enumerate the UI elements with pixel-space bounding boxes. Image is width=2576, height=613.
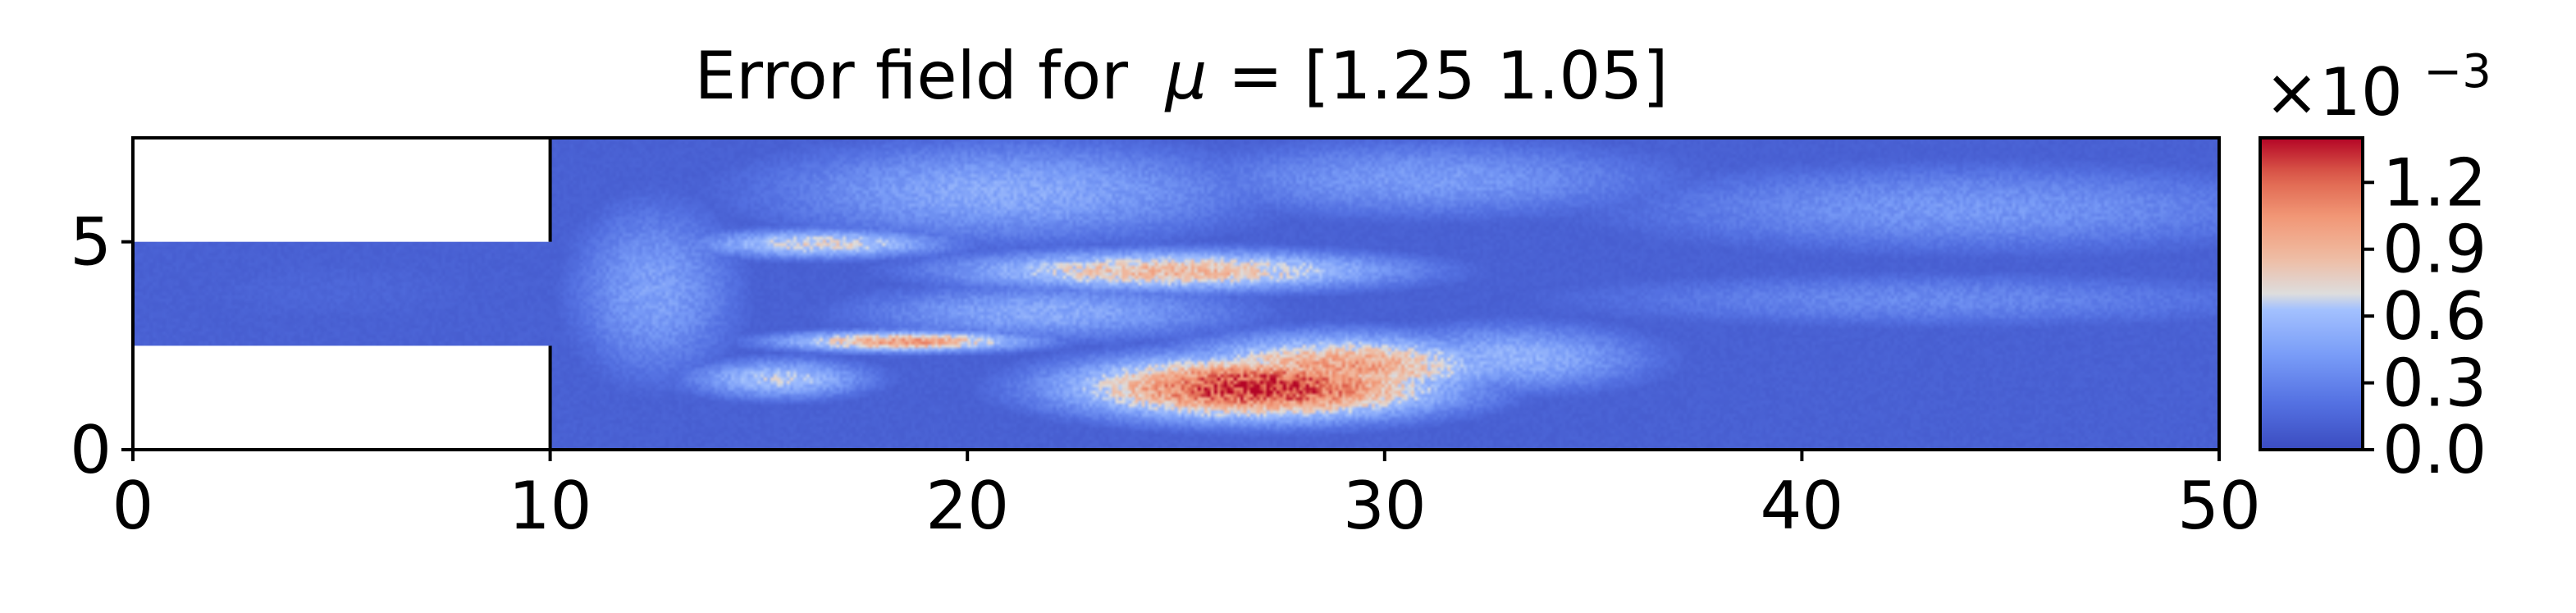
y-axis: 05 xyxy=(70,204,133,488)
colorbar-tick-label: 0.3 xyxy=(2382,345,2487,422)
colorbar-tick-label: 0.9 xyxy=(2382,212,2487,288)
outside-domain-top xyxy=(133,138,550,242)
x-tick-label: 10 xyxy=(509,468,592,544)
colorbar-multiplier-exponent: −3 xyxy=(2423,45,2492,98)
x-tick-label: 50 xyxy=(2177,468,2261,544)
colorbar-frame xyxy=(2259,136,2364,451)
x-tick-label: 30 xyxy=(1343,468,1427,544)
colorbar-tick-label: 1.2 xyxy=(2382,144,2487,221)
colorbar-tick-label: 0.6 xyxy=(2382,278,2487,355)
colorbar-multiplier: ×10 −3 xyxy=(2264,45,2492,130)
outside-domain-bottom xyxy=(133,345,550,450)
colorbar: 0.00.30.60.91.2 ×10 −3 xyxy=(2259,45,2492,488)
x-tick-label: 20 xyxy=(925,468,1009,544)
title-mu-symbol: μ xyxy=(1164,38,1208,114)
x-tick-label: 0 xyxy=(112,468,154,544)
x-tick-label: 40 xyxy=(1761,468,1844,544)
y-tick-label: 5 xyxy=(70,204,112,281)
title-suffix: = [1.25 1.05] xyxy=(1228,38,1669,114)
chart-title: Error field for μ = [1.25 1.05] xyxy=(695,38,1669,114)
colorbar-ticks: 0.00.30.60.91.2 xyxy=(2363,144,2487,488)
plot-frame xyxy=(131,136,2221,451)
y-tick-label: 0 xyxy=(70,412,112,488)
colorbar-multiplier-base: ×10 xyxy=(2264,54,2403,130)
colorbar-fill xyxy=(2260,138,2363,450)
title-prefix: Error field for xyxy=(695,38,1129,114)
x-axis: 0 10 20 30 40 50 xyxy=(112,450,2261,544)
plot-area xyxy=(131,136,2221,451)
colorbar-tick-label: 0.0 xyxy=(2382,412,2487,488)
